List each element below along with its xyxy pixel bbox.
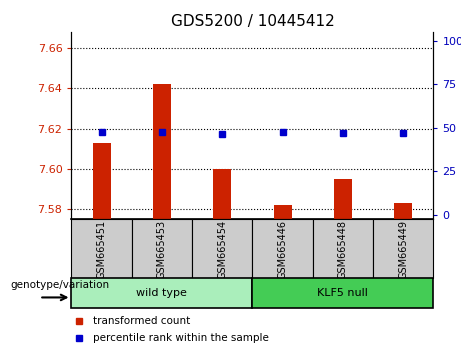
Bar [93,143,111,219]
Bar [394,203,412,219]
Bar [252,278,433,308]
Text: wild type: wild type [136,288,187,298]
Text: KLF5 null: KLF5 null [318,288,368,298]
Bar [252,219,313,278]
Bar [192,219,252,278]
Text: GSM665453: GSM665453 [157,220,167,279]
Bar [213,169,231,219]
Bar [132,219,192,278]
Title: GDS5200 / 10445412: GDS5200 / 10445412 [171,14,334,29]
Bar [153,84,171,219]
Text: GSM665446: GSM665446 [278,220,288,279]
Bar [334,179,352,219]
Text: percentile rank within the sample: percentile rank within the sample [93,333,269,343]
Bar [71,278,252,308]
Text: genotype/variation: genotype/variation [11,280,110,290]
Bar [71,219,132,278]
Bar [373,219,433,278]
Bar [273,205,292,219]
Bar [313,219,373,278]
Text: GSM665448: GSM665448 [338,220,348,279]
Text: transformed count: transformed count [93,316,190,326]
Text: GSM665454: GSM665454 [217,220,227,279]
Text: GSM665449: GSM665449 [398,220,408,279]
Text: GSM665451: GSM665451 [97,220,106,279]
